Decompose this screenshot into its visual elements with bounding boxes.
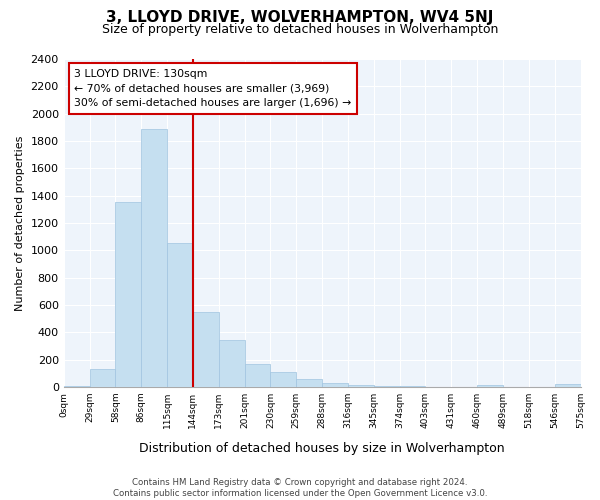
X-axis label: Distribution of detached houses by size in Wolverhampton: Distribution of detached houses by size …	[139, 442, 505, 455]
Bar	[400, 386, 425, 387]
Bar	[322, 384, 348, 387]
Bar	[348, 385, 374, 387]
Text: Size of property relative to detached houses in Wolverhampton: Size of property relative to detached ho…	[102, 22, 498, 36]
Bar	[554, 384, 581, 387]
Y-axis label: Number of detached properties: Number of detached properties	[15, 135, 25, 310]
Text: 3 LLOYD DRIVE: 130sqm
← 70% of detached houses are smaller (3,969)
30% of semi-d: 3 LLOYD DRIVE: 130sqm ← 70% of detached …	[74, 69, 351, 108]
Bar	[296, 378, 322, 387]
Bar	[271, 372, 296, 387]
Bar	[64, 386, 89, 387]
Text: 3, LLOYD DRIVE, WOLVERHAMPTON, WV4 5NJ: 3, LLOYD DRIVE, WOLVERHAMPTON, WV4 5NJ	[106, 10, 494, 25]
Text: Contains HM Land Registry data © Crown copyright and database right 2024.
Contai: Contains HM Land Registry data © Crown c…	[113, 478, 487, 498]
Bar	[374, 386, 400, 387]
Bar	[219, 340, 245, 387]
Bar	[141, 128, 167, 387]
Bar	[245, 364, 271, 387]
Bar	[89, 369, 115, 387]
Bar	[115, 202, 141, 387]
Bar	[167, 244, 193, 387]
Bar	[477, 385, 503, 387]
Bar	[193, 312, 219, 387]
